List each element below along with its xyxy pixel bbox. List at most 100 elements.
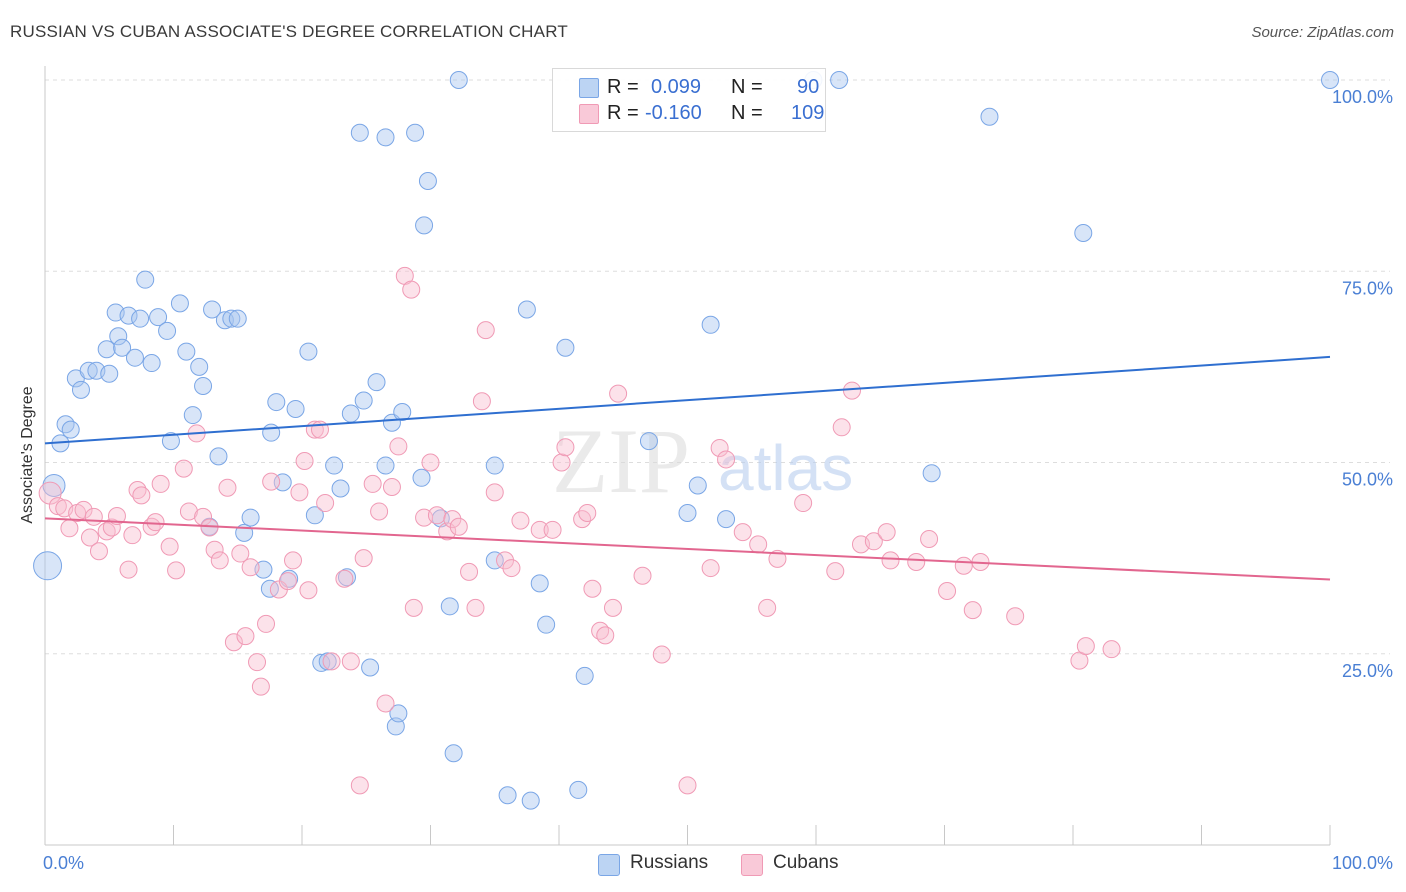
point-cubans — [556, 438, 575, 457]
point-cubans — [938, 582, 957, 601]
legend-n-value: 109 — [791, 101, 825, 124]
tick-labels: 25.0% 50.0% 75.0% 100.0% 0.0% 100.0% — [43, 87, 1393, 873]
legend-n-label: N = — [731, 101, 763, 124]
point-cubans — [832, 418, 851, 437]
point-russians — [113, 338, 132, 357]
point-cubans — [218, 478, 237, 497]
axes — [44, 66, 1331, 846]
point-russians — [537, 615, 556, 634]
point-russians — [980, 107, 999, 126]
point-cubans — [151, 474, 170, 493]
y-tick-label: 100.0% — [1332, 87, 1393, 107]
point-cubans — [160, 537, 179, 556]
point-russians — [717, 510, 736, 529]
series-legend: Russians Cubans — [0, 852, 1406, 876]
point-russians — [42, 473, 66, 497]
point-russians — [149, 308, 168, 327]
point-cubans — [460, 562, 479, 581]
point-cubans — [596, 626, 615, 645]
point-cubans — [236, 627, 255, 646]
legend-r-label: R = — [607, 75, 639, 98]
legend-n-label: N = — [731, 75, 763, 98]
point-russians — [228, 309, 247, 328]
legend-swatch-cubans — [741, 854, 763, 876]
point-russians — [125, 348, 144, 367]
point-cubans — [583, 579, 602, 598]
point-cubans — [530, 520, 549, 539]
point-cubans — [210, 551, 229, 570]
source-label: Source: ZipAtlas.com — [1251, 24, 1394, 41]
point-cubans — [146, 513, 165, 532]
point-russians — [354, 391, 373, 410]
point-cubans — [241, 558, 260, 577]
point-russians — [350, 123, 369, 142]
point-russians — [209, 447, 228, 466]
point-russians — [318, 652, 337, 671]
point-russians — [1321, 71, 1339, 89]
point-cubans — [485, 483, 504, 502]
point-cubans — [633, 566, 652, 585]
point-russians — [109, 327, 128, 346]
point-cubans — [877, 523, 896, 542]
point-cubans — [316, 494, 335, 513]
point-cubans — [132, 486, 151, 505]
legend-n-value: 90 — [797, 75, 820, 98]
point-cubans — [376, 694, 395, 713]
point-russians — [267, 393, 286, 412]
point-cubans — [472, 392, 491, 411]
watermark-atlas: atlas — [718, 432, 853, 504]
point-cubans — [350, 776, 369, 795]
legend-r-label: R = — [607, 101, 639, 124]
point-cubans — [290, 483, 309, 502]
point-cubans — [502, 559, 521, 578]
y-tick-label: 50.0% — [1342, 470, 1393, 490]
point-russians — [444, 744, 463, 763]
point-cubans — [881, 551, 900, 570]
point-cubans — [251, 677, 270, 696]
watermark: ZIP atlas — [552, 410, 853, 512]
point-cubans — [443, 510, 462, 529]
point-cubans — [449, 517, 468, 536]
point-cubans — [278, 572, 297, 591]
legend-label-cubans: Cubans — [773, 852, 839, 873]
point-cubans — [248, 653, 267, 672]
point-russians — [922, 464, 941, 483]
point-russians — [406, 123, 425, 142]
point-cubans — [60, 519, 79, 538]
point-russians — [639, 432, 658, 451]
point-russians — [517, 300, 536, 319]
point-cubans — [678, 776, 697, 795]
point-cubans — [496, 551, 515, 570]
point-russians — [678, 503, 697, 522]
point-russians — [701, 315, 720, 334]
point-cubans — [1006, 607, 1025, 626]
point-cubans — [717, 450, 736, 469]
legend-swatch-russians — [598, 854, 620, 876]
point-cubans — [299, 581, 318, 600]
point-cubans — [354, 549, 373, 568]
point-cubans — [84, 507, 103, 526]
point-cubans — [511, 511, 530, 530]
legend-label-russians: Russians — [630, 852, 709, 873]
point-cubans — [322, 652, 341, 671]
point-cubans — [427, 506, 446, 525]
point-russians — [161, 432, 180, 451]
point-russians — [498, 786, 517, 805]
point-russians — [412, 468, 431, 487]
point-cubans — [167, 561, 186, 580]
correlation-legend: R = 0.099 N = 90 R = -0.160 N = 109 — [552, 68, 826, 132]
point-cubans — [907, 552, 926, 571]
y-tick-label: 75.0% — [1342, 278, 1393, 298]
point-russians — [131, 309, 150, 328]
point-cubans — [578, 503, 597, 522]
point-cubans — [224, 633, 243, 652]
point-cubans — [404, 598, 423, 617]
chart-title: RUSSIAN VS CUBAN ASSOCIATE'S DEGREE CORR… — [10, 22, 568, 41]
point-russians — [305, 506, 324, 525]
point-cubans — [603, 598, 622, 617]
point-cubans — [543, 520, 562, 539]
legend-r-value: 0.099 — [651, 75, 702, 98]
point-russians — [688, 476, 707, 495]
point-russians — [367, 373, 386, 392]
point-cubans — [335, 569, 354, 588]
